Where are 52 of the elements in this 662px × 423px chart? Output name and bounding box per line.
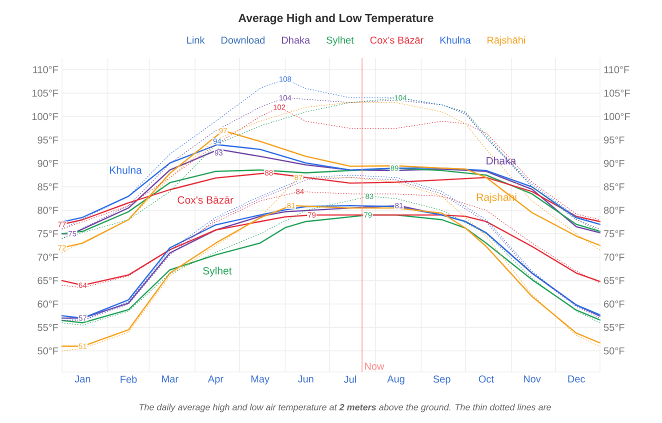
y-tick-label: 100°F	[32, 113, 58, 120]
y2-tick-label: 65°F	[604, 277, 624, 284]
text: The daily average high and low air temperature at 2 meters above the ground. The thin dotted lines are	[140, 404, 551, 412]
y2-tick-label: 90°F	[604, 160, 624, 167]
text: Download	[222, 36, 265, 44]
ref-line-label: Now	[365, 362, 384, 370]
y2-tick-label: 50°F	[604, 347, 624, 354]
y2-tick-label: 55°F	[604, 324, 624, 331]
y2-tick-label: 85°F	[604, 183, 624, 190]
y-tick-label: 75°F	[38, 230, 58, 238]
text: Link	[187, 36, 205, 44]
annotation: Sylhet	[203, 266, 232, 277]
y2-tick-label: 70°F	[604, 254, 624, 261]
y2-tick-label: 105°F	[604, 90, 630, 97]
x-tick-label: Jun	[298, 376, 314, 382]
x-tick-label: Jul	[344, 376, 356, 383]
y2-tick-label: 60°F	[604, 300, 624, 308]
text: Cox’s Bāzār	[370, 36, 424, 44]
text: Dhaka	[282, 36, 310, 44]
text: Khulna	[440, 36, 471, 44]
x-tick-label: Oct	[478, 376, 494, 383]
y-tick-label: 85°F	[38, 183, 58, 190]
x-tick-label: Nov	[524, 376, 541, 382]
y-tick-label: 90°F	[38, 160, 58, 167]
y2-tick-label: 80°F	[604, 206, 624, 214]
y-tick-label: 55°F	[38, 324, 58, 331]
y-tick-label: 95°F	[38, 136, 58, 144]
x-tick-label: Aug	[387, 376, 404, 384]
y-tick-label: 110°F	[33, 66, 58, 74]
x-tick-label: Apr	[208, 376, 224, 384]
y2-tick-label: 100°F	[604, 113, 630, 120]
y-tick-label: 65°F	[38, 277, 58, 284]
y-tick-label: 70°F	[38, 254, 58, 261]
y2-tick-label: 95°F	[604, 136, 624, 144]
y2-tick-label: 75°F	[604, 230, 624, 238]
annotation: Dhaka	[486, 156, 516, 164]
text: Rājshāhi	[488, 36, 525, 46]
x-tick-label: May	[251, 376, 270, 384]
annotation: Cox's Bāzār	[178, 196, 234, 204]
y-tick-label: 105°F	[32, 90, 58, 97]
x-tick-label: Dec	[568, 376, 585, 382]
x-tick-label: Mar	[162, 376, 178, 382]
x-tick-label: Jan	[74, 376, 90, 382]
y-tick-label: 60°F	[38, 300, 58, 308]
y2-tick-label: 110°F	[604, 66, 630, 74]
x-tick-label: Sep	[433, 376, 450, 385]
x-tick-label: Feb	[120, 376, 137, 383]
y-tick-label: 80°F	[38, 206, 58, 214]
text: Sylhet	[326, 36, 354, 46]
annotation: Khulna	[110, 166, 142, 174]
y-tick-label: 50°F	[38, 347, 58, 354]
chart-title: Average High and Low Temperature	[238, 14, 434, 24]
